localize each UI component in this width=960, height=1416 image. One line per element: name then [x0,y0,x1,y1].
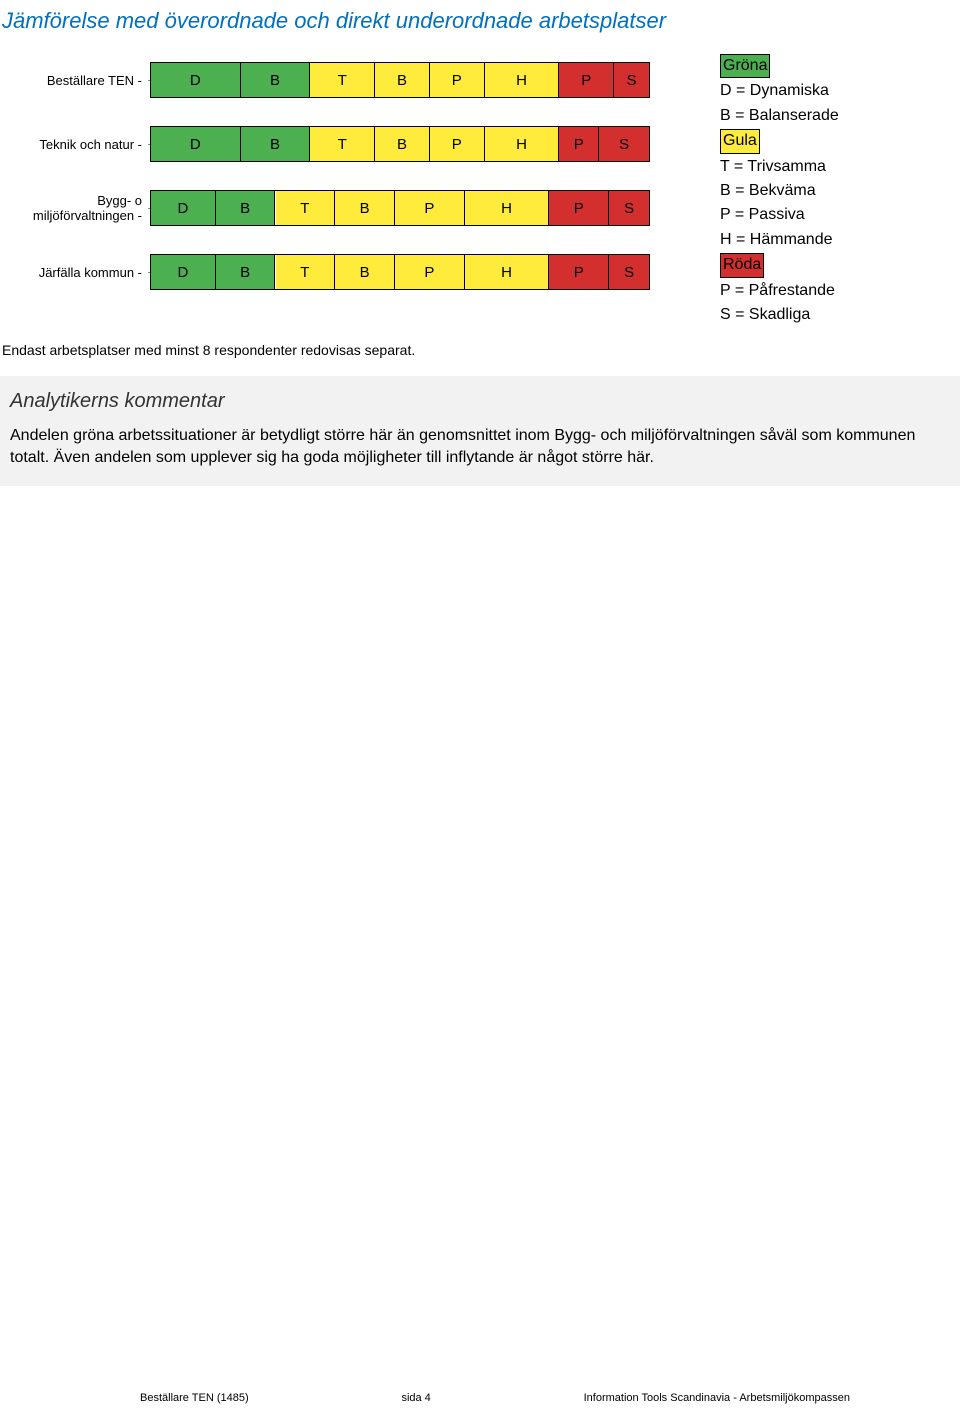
bar-segment: B [241,63,311,97]
bar-segment: T [310,127,375,161]
bar-segment: H [465,191,550,225]
bar-segment: T [310,63,375,97]
bar-segment: S [609,255,649,289]
row-label: Beställare TEN - [2,73,150,88]
bar-segment: P [395,191,465,225]
bar-segment: P [395,255,465,289]
bar-segment: P [559,127,599,161]
bar-segment: S [609,191,649,225]
bar-track: DBTBPHPS [150,126,650,162]
bar-segment: P [430,127,485,161]
footer-center: sida 4 [401,1392,430,1404]
bar-segment: B [335,191,395,225]
footer-left: Beställare TEN (1485) [140,1392,249,1404]
legend-heading: Gröna [720,54,770,78]
bar-segment: B [375,127,430,161]
bar-segment: B [216,255,276,289]
legend-item: P = Påfrestande [720,280,958,302]
legend-item: H = Hämmande [720,229,958,251]
legend-heading: Gula [720,129,760,153]
bar-track: DBTBPHPS [150,62,650,98]
bar-segment: D [151,127,241,161]
comment-title: Analytikerns kommentar [10,390,950,413]
bar-segment: H [485,63,560,97]
bar-segment: P [549,191,609,225]
bar-segment: B [241,127,311,161]
legend-item: D = Dynamiska [720,80,958,102]
row-label: Bygg- o miljöförvaltningen - [2,193,150,223]
bar-segment: S [599,127,649,161]
bar-segment: P [430,63,485,97]
chart-footnote: Endast arbetsplatser med minst 8 respond… [0,328,960,358]
bar-segment: D [151,63,241,97]
legend-item: B = Balanserade [720,105,958,127]
top-section: Beställare TEN -DBTBPHPSTeknik och natur… [0,38,960,328]
legend: GrönaD = Dynamiska B = BalanseradeGula T =… [720,48,958,328]
chart-row: Bygg- o miljöförvaltningen -DBTBPHPS [2,176,702,240]
bar-segment: T [276,255,336,289]
bar-segment: B [216,191,276,225]
comparison-chart: Beställare TEN -DBTBPHPSTeknik och natur… [2,48,702,328]
bar-track: DBTBPHPS [150,254,650,290]
bar-segment: S [614,63,649,97]
chart-row: Järfälla kommun -DBTBPHPS [2,240,702,304]
bar-segment: D [151,191,216,225]
legend-item: S = Skadliga [720,304,958,326]
legend-item: P = Passiva [720,204,958,226]
analyst-comment: Analytikerns kommentar Andelen gröna arb… [0,376,960,486]
row-label: Järfälla kommun - [2,265,150,280]
legend-item: B = Bekväma [720,180,958,202]
bar-track: DBTBPHPS [150,190,650,226]
page-footer: Beställare TEN (1485) sida 4 Information… [0,1392,960,1404]
bar-segment: P [549,255,609,289]
bar-segment: B [335,255,395,289]
bar-segment: T [276,191,336,225]
bar-segment: H [485,127,560,161]
chart-row: Teknik och natur -DBTBPHPS [2,112,702,176]
bar-segment: D [151,255,216,289]
legend-item: T = Trivsamma [720,156,958,178]
row-label: Teknik och natur - [2,137,150,152]
chart-row: Beställare TEN -DBTBPHPS [2,48,702,112]
bar-segment: P [559,63,614,97]
footer-right: Information Tools Scandinavia - Arbetsmi… [584,1392,850,1404]
legend-heading: Röda [720,253,764,277]
comment-body: Andelen gröna arbetssituationer är betyd… [10,425,950,468]
bar-segment: H [465,255,550,289]
bar-segment: B [375,63,430,97]
page-title: Jämförelse med överordnade och direkt un… [0,0,960,38]
